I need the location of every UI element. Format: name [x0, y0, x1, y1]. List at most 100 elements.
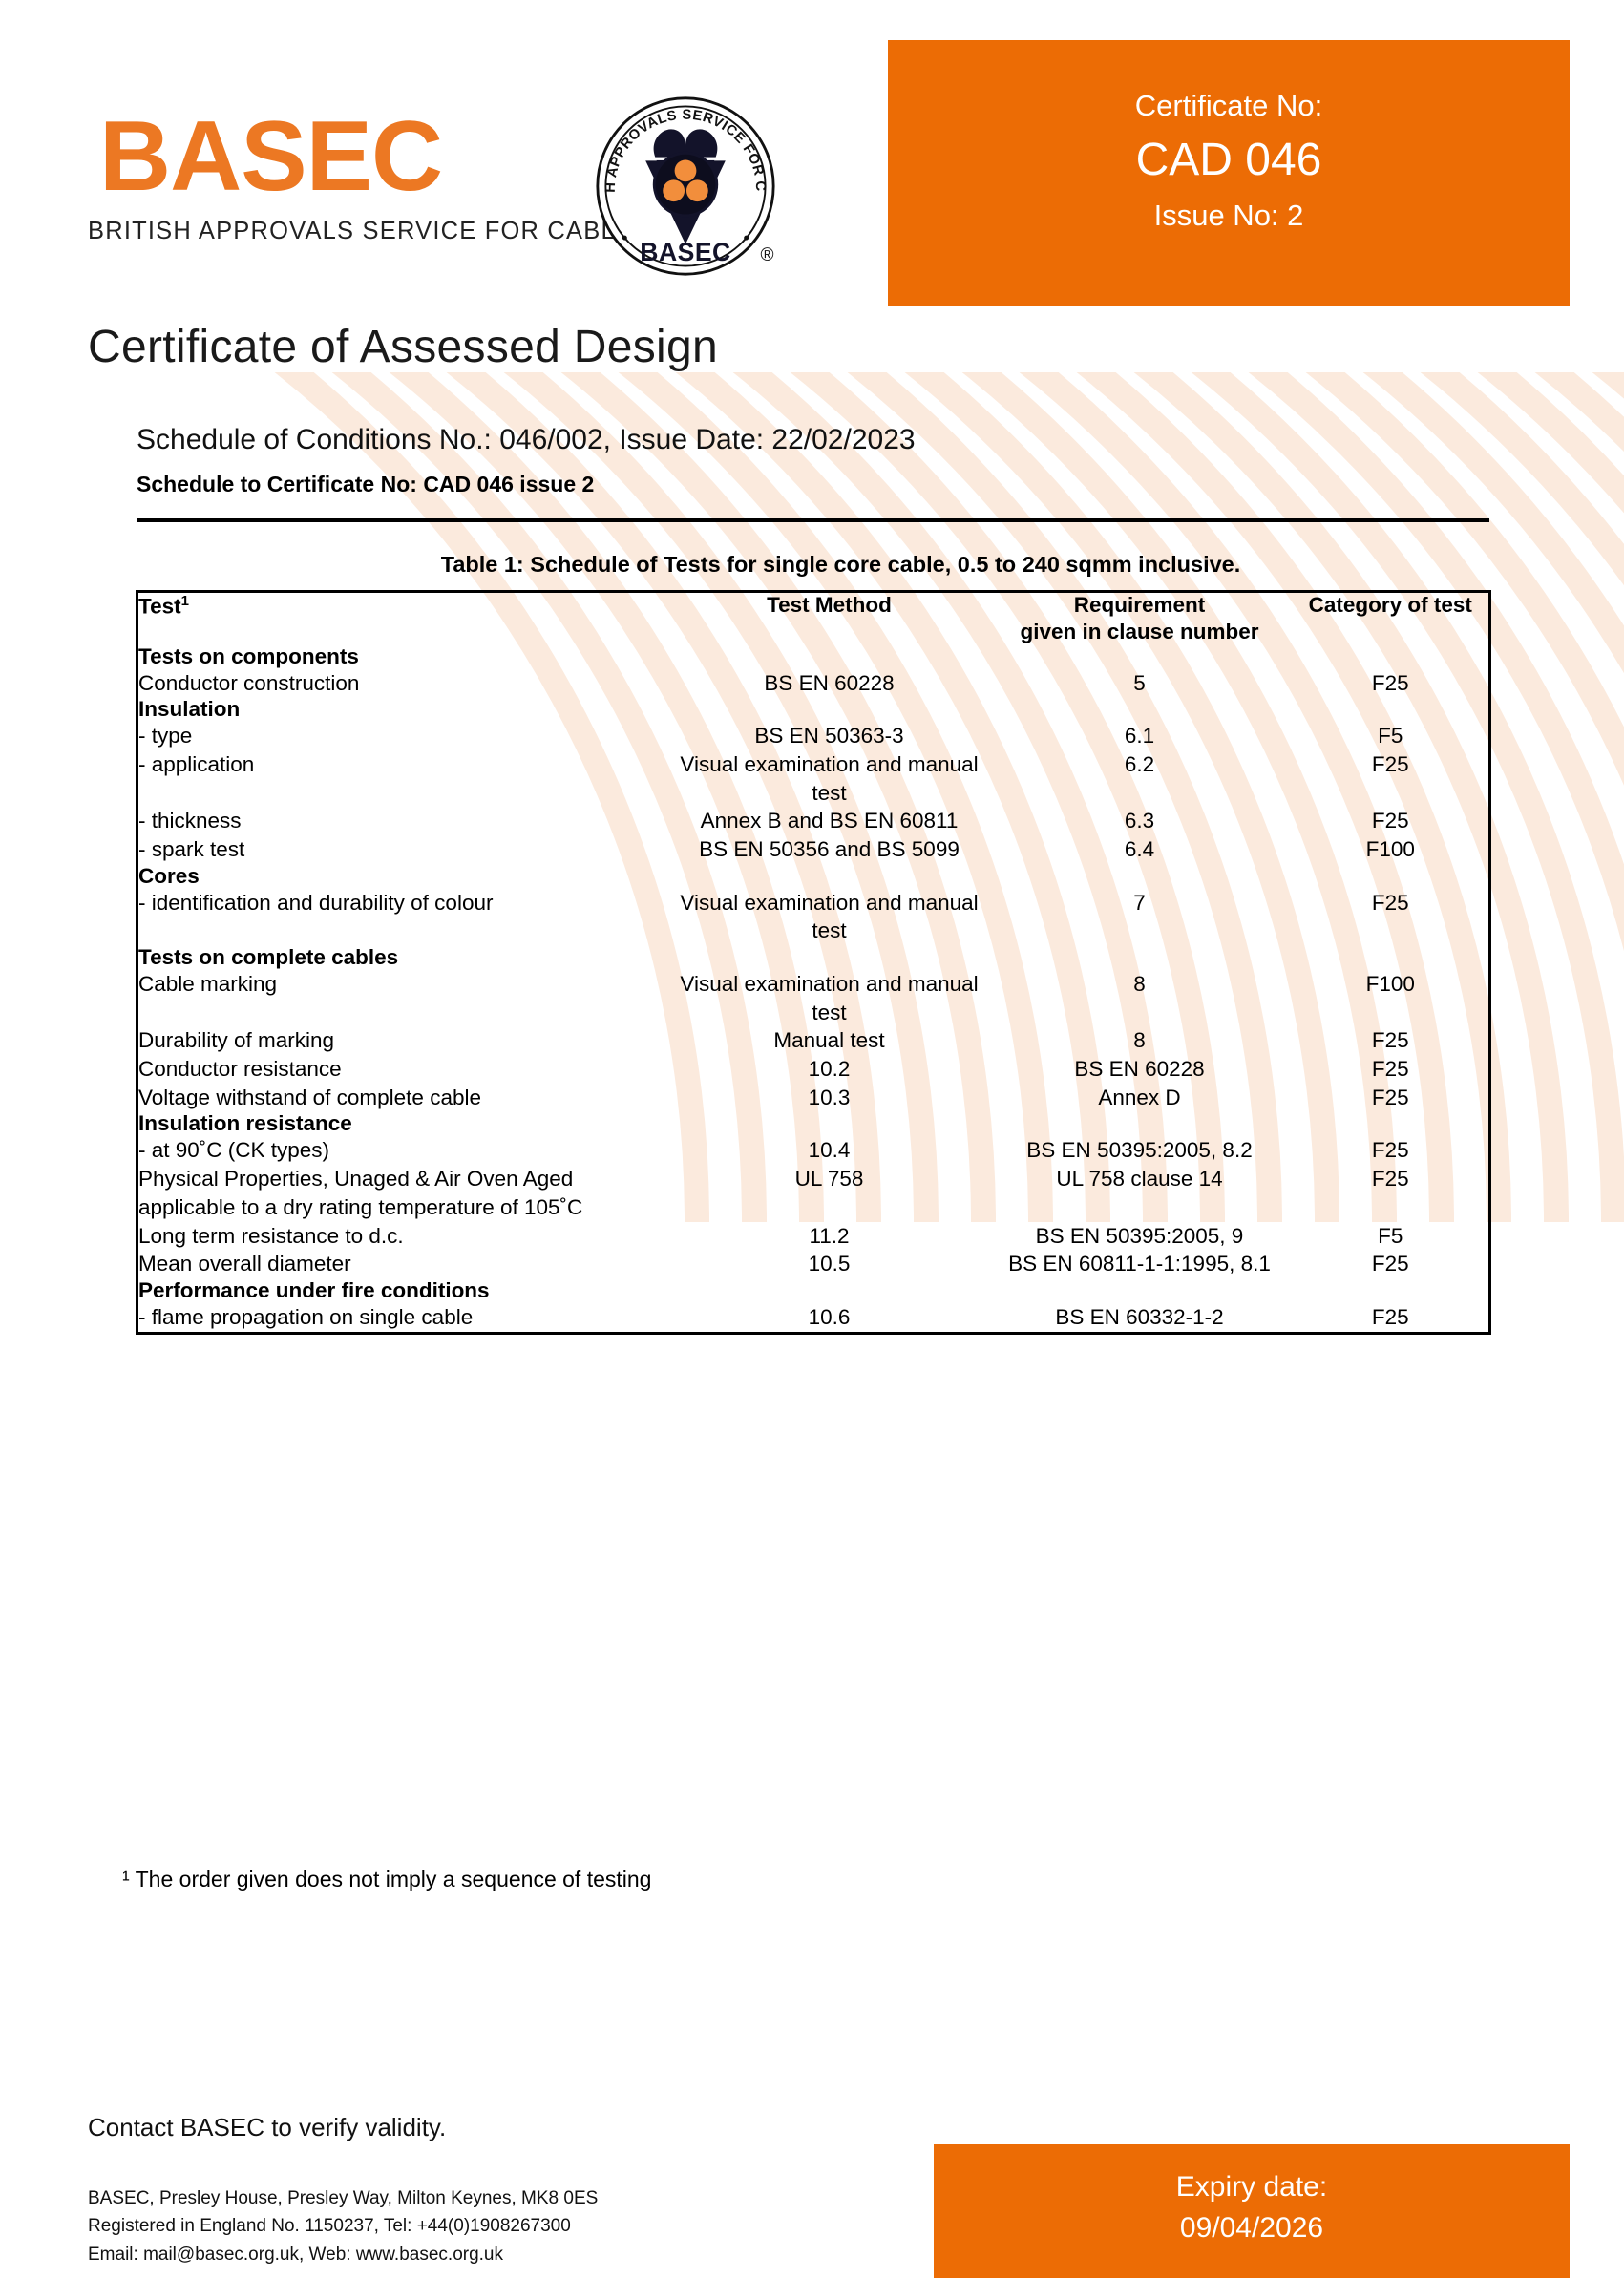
table-group-row: Insulation — [137, 697, 1490, 722]
group-empty-cell — [672, 1111, 987, 1136]
certificate-label: Certificate No: — [1134, 89, 1323, 122]
cell-category: F25 — [1371, 1138, 1409, 1163]
cell-requirement: BS EN 50395:2005, 9 — [1035, 1223, 1244, 1248]
table-header-subrow: given in clause number — [137, 620, 1490, 644]
table-body: Test1 Test Method Requirement Category o… — [137, 592, 1490, 1334]
cell-requirement: 8 — [1133, 972, 1146, 996]
group-empty-cell — [672, 644, 987, 669]
page-header: BASEC BRITISH APPROVALS SERVICE FOR CABL… — [0, 0, 1624, 325]
cell-test: - at 90˚C (CK types) — [138, 1138, 330, 1163]
cell-test-method: 10.2 — [808, 1057, 851, 1082]
cell-category: F5 — [1378, 724, 1403, 749]
cell-test-method: 10.5 — [808, 1252, 851, 1276]
header-test-method: Test Method — [767, 593, 892, 617]
group-label: Insulation — [138, 697, 241, 722]
cell-test: Mean overall diameter — [138, 1252, 351, 1276]
cell-category: F25 — [1371, 1028, 1409, 1053]
basec-seal-icon: BRITISH APPROVALS SERVICE FOR CABLES — [589, 84, 776, 277]
header-spacer-2 — [672, 620, 987, 644]
horizontal-rule — [137, 518, 1489, 522]
cell-requirement: UL 758 clause 14 — [1056, 1167, 1223, 1192]
cell-category: F5 — [1378, 1223, 1403, 1248]
cell-requirement: Annex D — [1098, 1085, 1181, 1109]
schedule-of-tests-table: Test1 Test Method Requirement Category o… — [136, 590, 1491, 1335]
cell-requirement: BS EN 60228 — [1074, 1057, 1205, 1082]
group-empty-cell — [1293, 945, 1490, 970]
cell-requirement: 6.3 — [1124, 809, 1155, 833]
header-requirement: Requirement — [1073, 593, 1206, 617]
group-empty-cell — [1293, 644, 1490, 669]
table-row: Durability of marking Manual test 8 F25 — [137, 1026, 1490, 1055]
cell-test-method: Visual examination and manual test — [680, 751, 979, 805]
group-empty-cell — [987, 1278, 1293, 1303]
expiry-date-box: Expiry date: 09/04/2026 — [934, 2144, 1570, 2278]
basec-logo-wordmark: BASEC — [99, 101, 443, 212]
table-row: - identification and durability of colou… — [137, 889, 1490, 945]
footer-address-block: BASEC, Presley House, Presley Way, Milto… — [88, 2184, 598, 2268]
cell-test-method: 11.2 — [809, 1223, 850, 1248]
cell-test-method: UL 758 — [794, 1167, 864, 1192]
header-test: Test1 — [137, 592, 672, 620]
cell-test: Voltage withstand of complete cable — [138, 1085, 481, 1109]
group-empty-cell — [987, 945, 1293, 970]
table-row: - type BS EN 50363-3 6.1 F5 — [137, 722, 1490, 750]
table-group-row: Tests on complete cables — [137, 945, 1490, 970]
table-caption: Table 1: Schedule of Tests for single co… — [440, 552, 1241, 577]
header-test-superscript: 1 — [180, 593, 189, 609]
group-empty-cell — [1293, 697, 1490, 722]
header-category: Category of test — [1308, 593, 1472, 617]
cell-test-method: Manual test — [773, 1028, 885, 1053]
table-header-row: Test1 Test Method Requirement Category o… — [137, 592, 1490, 620]
schedule-conditions-line: Schedule of Conditions No.: 046/002, Iss… — [137, 424, 916, 455]
footer-address-line: BASEC, Presley House, Presley Way, Milto… — [88, 2188, 599, 2208]
table-row: Conductor construction BS EN 60228 5 F25 — [137, 669, 1490, 698]
footer-registration-line: Registered in England No. 1150237, Tel: … — [88, 2216, 571, 2237]
cell-category: F100 — [1365, 972, 1415, 996]
cell-category: F25 — [1371, 751, 1409, 776]
cell-test: Long term resistance to d.c. — [138, 1223, 404, 1248]
header-test-label: Test — [138, 594, 181, 619]
cell-test-method: 10.6 — [808, 1304, 851, 1329]
group-label: Tests on complete cables — [138, 945, 399, 969]
cell-requirement: 6.2 — [1124, 751, 1155, 776]
table-group-row: Tests on components — [137, 644, 1490, 669]
group-label: Cores — [138, 863, 200, 888]
cell-requirement: BS EN 60332-1-2 — [1055, 1304, 1224, 1329]
group-empty-cell — [672, 697, 987, 722]
footer-email-web-line: Email: mail@basec.org.uk, Web: www.basec… — [88, 2244, 503, 2265]
group-empty-cell — [672, 864, 987, 889]
header-requirement-line2: given in clause number — [1020, 619, 1259, 643]
cell-test: - type — [138, 724, 193, 749]
table-group-row: Performance under fire conditions — [137, 1278, 1490, 1303]
group-empty-cell — [1293, 1111, 1490, 1136]
cell-test-method: Visual examination and manual test — [680, 890, 979, 943]
svg-text:®: ® — [761, 245, 774, 265]
cell-category: F25 — [1371, 1252, 1409, 1276]
group-label: Insulation resistance — [138, 1111, 352, 1136]
cell-requirement: 5 — [1133, 670, 1146, 695]
cell-test-method: BS EN 50363-3 — [754, 724, 904, 749]
cell-test: - application — [138, 751, 255, 776]
expiry-date: 09/04/2026 — [1179, 2211, 1324, 2244]
cell-category: F25 — [1371, 1085, 1409, 1109]
basec-logo-tagline: BRITISH APPROVALS SERVICE FOR CABLES — [88, 218, 651, 244]
certificate-number-box: Certificate No: CAD 046 Issue No: 2 — [888, 40, 1570, 306]
cell-test: Conductor construction — [138, 670, 360, 695]
group-empty-cell — [987, 1111, 1293, 1136]
cell-test: Cable marking — [138, 972, 278, 996]
cell-category: F25 — [1371, 1057, 1409, 1082]
header-spacer-1 — [137, 620, 672, 644]
cell-requirement: 6.1 — [1124, 724, 1155, 749]
cell-test-method: BS EN 60228 — [764, 670, 895, 695]
cell-category: F25 — [1371, 890, 1409, 915]
group-label: Tests on components — [138, 643, 359, 668]
schedule-certificate-ref: Schedule to Certificate No: CAD 046 issu… — [137, 472, 595, 496]
expiry-label: Expiry date: — [1175, 2171, 1328, 2203]
cell-category: F25 — [1371, 809, 1409, 833]
cell-test: - spark test — [138, 836, 245, 861]
cell-category: F25 — [1371, 1167, 1409, 1192]
group-empty-cell — [1293, 864, 1490, 889]
table-row: Cable marking Visual examination and manu… — [137, 970, 1490, 1026]
cell-category: F25 — [1371, 1304, 1409, 1329]
cell-requirement: 8 — [1133, 1028, 1146, 1053]
